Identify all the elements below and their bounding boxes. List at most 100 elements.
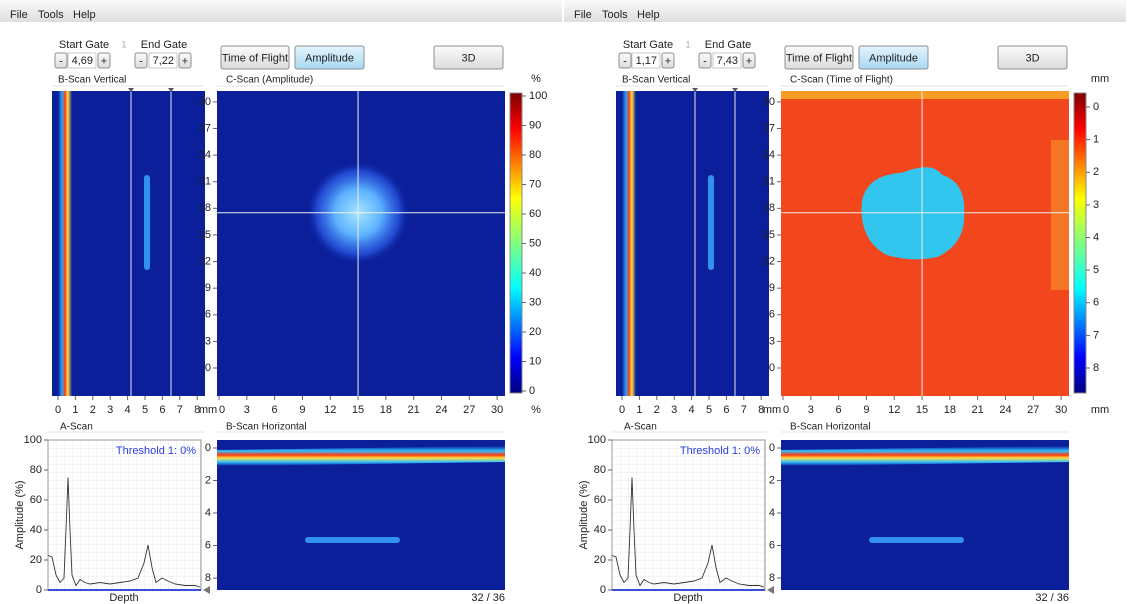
x-tick-label: 6 [159,404,165,416]
defect-echo [144,175,150,270]
x-tick-label: 5 [142,404,148,416]
x-tick-label: 3 [107,404,113,416]
mode-button[interactable] [220,45,290,70]
y-tick-label: 3 [769,335,775,347]
menu-item[interactable]: Tools [38,9,64,21]
x-tick-label: 6 [836,404,842,416]
y-tick-label: 100 [588,434,606,446]
mode-button[interactable] [784,45,854,70]
panel-title: B-Scan Vertical [622,75,690,86]
end-gate-value: 7,43 [717,55,738,67]
increment-button-label: + [665,55,671,67]
panel-title: B-Scan Vertical [58,75,126,86]
axis-unit: mm [199,404,217,416]
decrement-button[interactable] [618,52,632,69]
y-tick-label: 8 [769,572,775,584]
increment-button-label: + [101,55,107,67]
y-tick-label: 27 [199,122,211,134]
x-tick-label: 9 [863,404,869,416]
increment-button[interactable] [661,52,675,69]
mode-button-label: Amplitude [869,52,918,64]
x-tick-label: 18 [944,404,956,416]
x-tick-label: 2 [654,404,660,416]
axis-unit: mm [763,404,781,416]
ascan-plot [47,439,202,591]
decrement-button[interactable] [54,52,68,69]
ascan-trace [611,477,765,588]
y-tick-label: 18 [763,202,775,214]
panel-title: C-Scan (Amplitude) [226,75,313,86]
x-tick-label: 8 [194,404,200,416]
ascan-trace [47,477,201,588]
x-tick-label: 15 [352,404,364,416]
value-box [67,52,97,69]
x-tick-label: 7 [177,404,183,416]
mode-button[interactable] [294,45,365,70]
decrement-button-label: - [59,55,63,67]
colorbar-unit: % [531,404,541,416]
colorbar-tick-label: 80 [529,149,541,161]
x-tick-label: 15 [916,404,928,416]
increment-button[interactable] [178,52,192,69]
frontwall-echo [781,446,1069,466]
ascan-plot [611,439,766,591]
menu-bar [564,0,1126,22]
x-tick-label: 1 [72,404,78,416]
x-tick-label: 12 [888,404,900,416]
x-tick-label: 30 [1055,404,1067,416]
y-tick-label: 12 [763,255,775,267]
mode-button[interactable] [433,45,504,70]
y-tick-label: 20 [30,554,42,566]
increment-button-label: + [182,55,188,67]
menu-item[interactable]: File [10,9,28,21]
gate-marker [128,88,134,92]
colorbar-tick-label: 0 [529,385,535,397]
y-tick-label: 12 [199,255,211,267]
y-tick-label: 30 [199,96,211,108]
defect-echo [708,175,714,270]
scroll-arrow [203,586,210,594]
increment-button[interactable] [742,52,756,69]
x-tick-label: 27 [463,404,475,416]
y-tick-label: 80 [30,464,42,476]
x-tick-label: 0 [219,404,225,416]
x-tick-label: 3 [671,404,677,416]
bscan-vertical-image [52,91,205,396]
end-gate-value: 7,22 [153,55,174,67]
y-tick-label: 60 [594,494,606,506]
scroll-arrow [767,586,774,594]
colorbar-tick-label: 1 [1093,134,1099,146]
increment-button[interactable] [97,52,111,69]
x-tick-label: 3 [808,404,814,416]
start-gate-label: Start Gate [59,39,109,51]
menu-item[interactable]: File [574,9,592,21]
x-axis-label: Depth [109,592,138,604]
mode-button[interactable] [997,45,1068,70]
end-gate-label: End Gate [141,39,187,51]
y-tick-label: 9 [205,282,211,294]
y-tick-label: 30 [763,96,775,108]
gate-marker [692,88,698,92]
mode-button-label: 3D [1025,52,1039,64]
frame-counter: 32 / 36 [1035,592,1069,604]
colorbar-tick-label: 70 [529,178,541,190]
decrement-button[interactable] [134,52,148,69]
menu-bar [0,0,562,22]
y-tick-label: 6 [769,309,775,321]
start-gate-value: 4,69 [72,55,93,67]
colorbar-tick-label: 10 [529,355,541,367]
mode-button[interactable] [858,45,929,70]
decrement-button[interactable] [698,52,712,69]
x-tick-label: 21 [972,404,984,416]
x-axis-label: Depth [673,592,702,604]
panel-title: A-Scan [60,422,93,433]
threshold-label: Threshold 1: 0% [680,445,760,457]
menu-item[interactable]: Help [73,9,96,21]
menu-item[interactable]: Help [637,9,660,21]
x-tick-label: 18 [380,404,392,416]
menu-item[interactable]: Tools [602,9,628,21]
y-tick-label: 2 [205,474,211,486]
